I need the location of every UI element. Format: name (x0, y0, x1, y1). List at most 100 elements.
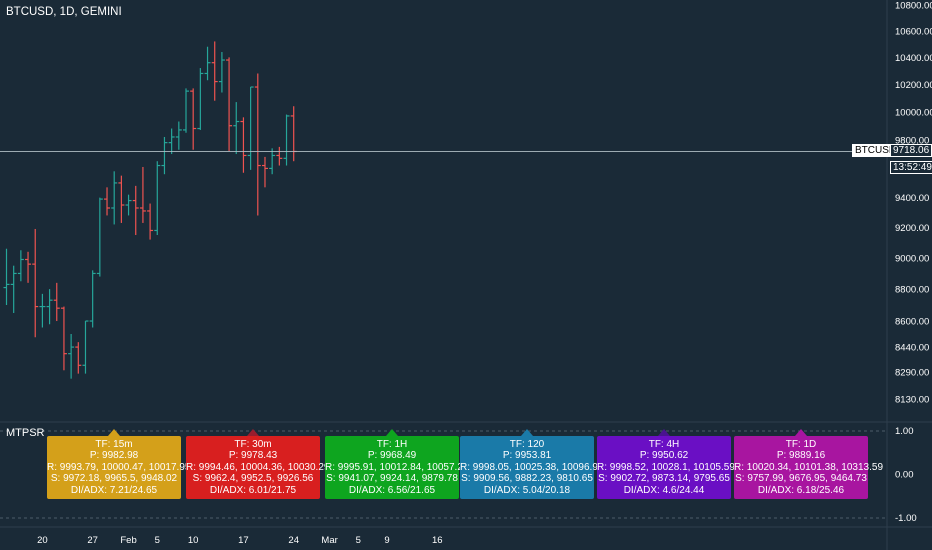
ohlc-bar (147, 203, 154, 240)
mtf-box-1d: TF: 1D P: 9889.16 R: 10020.34, 10101.38,… (734, 429, 883, 499)
box-timeframe: TF: 120 (509, 438, 545, 450)
price-tick-label: 8130.00 (895, 395, 929, 406)
ohlc-bar (46, 289, 53, 325)
ohlc-bar (89, 270, 96, 328)
box-resistance: R: 9998.05, 10025.38, 10096.96 (460, 461, 604, 473)
current-price-tag: 9718.06 (890, 144, 932, 157)
indicator-tick-label: 1.00 (895, 426, 914, 437)
time-tick-label: 5 (155, 535, 160, 546)
ohlc-bar (240, 117, 247, 173)
ohlc-bar (75, 342, 82, 374)
ohlc-bars (3, 41, 297, 379)
time-tick-label: 16 (432, 535, 443, 546)
ohlc-bar (118, 175, 125, 223)
time-tick-label: 9 (384, 535, 389, 546)
time-tick-label: 27 (87, 535, 98, 546)
mtf-box-120: TF: 120 P: 9953.81 R: 9998.05, 10025.38,… (460, 429, 604, 499)
price-tick-label: 9800.00 (895, 135, 929, 146)
box-di-adx: DI/ADX: 6.18/25.46 (757, 484, 845, 496)
box-support: S: 9972.18, 9965.5, 9948.02 (50, 473, 178, 485)
price-tick-label: 10200.00 (895, 80, 932, 91)
time-tick-label: Feb (120, 535, 136, 546)
ohlc-bar (132, 185, 139, 236)
mtf-box-15m: TF: 15m P: 9982.98 R: 9993.79, 10000.47,… (47, 429, 191, 499)
ohlc-bar (53, 282, 60, 322)
box-resistance: R: 9993.79, 10000.47, 10017.95 (47, 461, 191, 473)
time-axis: 20 27 Feb 5 10 17 24 Mar 5 9 16 (37, 535, 442, 546)
mtf-pivot-boxes: TF: 15m P: 9982.98 R: 9993.79, 10000.47,… (0, 429, 932, 500)
ohlc-bar (197, 68, 204, 130)
box-timeframe: TF: 4H (648, 438, 680, 450)
price-tick-label: 8440.00 (895, 343, 929, 354)
ohlc-bar (233, 102, 240, 155)
box-pivot: P: 9953.81 (502, 450, 552, 462)
ohlc-bar (154, 161, 161, 236)
ohlc-bar (104, 187, 111, 216)
mtf-box-1h: TF: 1H P: 9968.49 R: 9995.91, 10012.84, … (325, 429, 463, 499)
mtf-box-30m: TF: 30m P: 9978.43 R: 9994.46, 10004.36,… (186, 429, 330, 499)
ohlc-bar (247, 86, 254, 170)
indicator-axis: 1.00 0.00 -1.00 (895, 426, 917, 524)
box-resistance: R: 9998.52, 10028.1, 10105.59 (597, 461, 735, 473)
ohlc-bar (276, 146, 283, 166)
ohlc-bar (283, 114, 290, 166)
indicator-title: MTPSR (6, 427, 45, 439)
box-di-adx: DI/ADX: 5.04/20.18 (483, 484, 571, 496)
ohlc-bar (269, 148, 276, 175)
price-tick-label: 10600.00 (895, 26, 932, 37)
box-pointer (795, 429, 807, 436)
mtf-box-4h: TF: 4H P: 9950.62 R: 9998.52, 10028.1, 1… (597, 429, 735, 499)
box-timeframe: TF: 1H (376, 438, 408, 450)
box-di-adx: DI/ADX: 6.56/21.65 (348, 484, 436, 496)
ohlc-bar (226, 57, 233, 152)
box-pivot: P: 9950.62 (639, 450, 689, 462)
ohlc-bar (218, 52, 225, 93)
ohlc-bar (82, 320, 89, 374)
price-tick-label: 10000.00 (895, 107, 932, 118)
time-tick-label: 20 (37, 535, 48, 546)
box-di-adx: DI/ADX: 7.21/24.65 (70, 484, 158, 496)
box-support: S: 9909.56, 9882.23, 9810.65 (461, 473, 593, 485)
ohlc-bar (183, 88, 189, 133)
time-tick-label: 17 (238, 535, 249, 546)
box-pointer (658, 429, 670, 436)
ohlc-bar (125, 194, 132, 216)
time-tick-label: 24 (288, 535, 299, 546)
ohlc-bar (211, 41, 218, 101)
price-tick-label: 8600.00 (895, 317, 929, 328)
box-support: S: 9941.07, 9924.14, 9879.78 (326, 473, 458, 485)
ohlc-bar (39, 293, 46, 328)
box-pivot: P: 9982.98 (89, 450, 139, 462)
ohlc-bar (261, 156, 268, 188)
ohlc-bar (17, 250, 24, 282)
price-tick-label: 8290.00 (895, 367, 929, 378)
time-tick-label: 10 (188, 535, 199, 546)
time-tick-label: 5 (356, 535, 361, 546)
box-pointer (386, 429, 398, 436)
box-di-adx: DI/ADX: 4.6/24.44 (623, 484, 705, 496)
box-resistance: R: 9994.46, 10004.36, 10030.29 (186, 461, 330, 473)
ohlc-bar (161, 136, 168, 175)
ohlc-bar (68, 333, 75, 379)
ohlc-bar (60, 306, 67, 371)
box-pointer (521, 429, 533, 436)
box-resistance: R: 9995.91, 10012.84, 10057.2 (325, 461, 463, 473)
ohlc-bar (254, 73, 261, 216)
ohlc-bar (10, 265, 17, 313)
chart-title: BTCUSD, 1D, GEMINI (6, 6, 122, 18)
price-tick-label: 10800.00 (895, 1, 932, 12)
price-tick-label: 9200.00 (895, 223, 929, 234)
box-support: S: 9902.72, 9873.14, 9795.65 (598, 473, 730, 485)
ohlc-bar (111, 171, 118, 225)
price-tick-label: 9400.00 (895, 193, 929, 204)
box-pivot: P: 9978.43 (228, 450, 278, 462)
bar-countdown-tag: 13:52:49 (890, 161, 932, 174)
ohlc-bar (139, 166, 146, 223)
time-tick-label: Mar (321, 535, 337, 546)
indicator-tick-label: -1.00 (895, 513, 917, 524)
box-pivot: P: 9889.16 (776, 450, 826, 462)
price-tick-label: 9000.00 (895, 253, 929, 264)
box-timeframe: TF: 15m (95, 438, 133, 450)
price-tick-label: 10400.00 (895, 53, 932, 64)
box-pointer (108, 429, 120, 436)
